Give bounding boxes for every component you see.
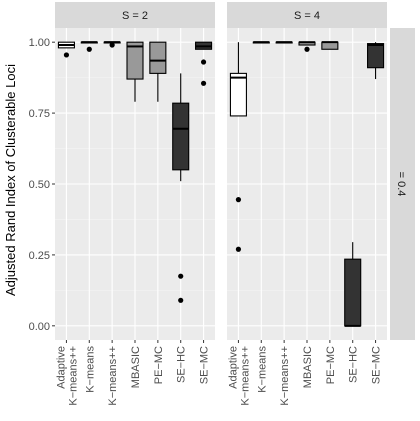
row-strip-background — [390, 28, 415, 340]
x-tick-label: K−means++ — [107, 346, 119, 406]
box-3 — [275, 41, 293, 44]
box-1 — [229, 42, 247, 252]
x-tick-label: SE−HC — [176, 346, 188, 383]
box-7 — [195, 41, 213, 86]
panel-strip-label: S = 2 — [122, 10, 148, 22]
outlier-point — [235, 197, 242, 203]
y-axis: 0.00 0.25 0.50 0.75 1.00 — [29, 37, 55, 333]
y-tick-label: 0.25 — [29, 250, 50, 262]
x-tick-label: SE−MC — [199, 346, 211, 384]
box-5 — [149, 41, 167, 102]
box-6 — [344, 242, 362, 327]
box-body — [172, 102, 190, 171]
x-axis: AdaptiveK−means++ K−means K−means++ MBASIC P… — [55, 340, 383, 406]
box-4 — [298, 41, 316, 52]
x-tick-label: MBASIC — [130, 346, 142, 388]
panel-1: S = 2 — [55, 2, 215, 340]
x-tick-label: PE−MC — [325, 346, 337, 384]
y-tick-label: 0.75 — [29, 108, 50, 120]
box-3 — [103, 41, 121, 48]
box-body — [149, 41, 167, 74]
x-tick-label: SE−HC — [348, 346, 360, 383]
outlier-point — [109, 42, 115, 48]
outlier-point — [200, 80, 207, 86]
outlier-point — [178, 273, 184, 279]
box-body — [321, 41, 339, 50]
x-tick-label: AdaptiveK−means++ — [55, 346, 79, 406]
row-strip: = 0.4 — [390, 28, 415, 340]
box-7 — [367, 42, 385, 80]
outlier-point — [86, 46, 92, 52]
box-1 — [57, 41, 75, 58]
panel-strip — [227, 2, 387, 28]
panel-strip — [55, 2, 215, 28]
box-body — [344, 258, 362, 327]
y-tick-label: 0.50 — [29, 179, 50, 191]
row-strip-label: = 0.4 — [395, 172, 407, 197]
box-2 — [80, 41, 98, 52]
panel-strip-label: S = 4 — [294, 10, 320, 22]
box-body — [367, 43, 385, 69]
x-tick-label: SE−MC — [371, 346, 383, 384]
outlier-point — [178, 297, 184, 303]
x-tick-label: AdaptiveK−means++ — [227, 346, 251, 406]
x-tick-label: K−means — [256, 346, 268, 393]
outlier-point — [235, 246, 242, 252]
outlier-point — [63, 52, 70, 58]
box-body — [126, 41, 144, 80]
x-tick-label: K−means — [84, 346, 96, 393]
box-5 — [321, 41, 339, 50]
box-2 — [252, 41, 270, 44]
x-tick-label: MBASIC — [302, 346, 314, 388]
box-6 — [172, 73, 190, 303]
y-tick-label: 1.00 — [29, 37, 50, 49]
outlier-point — [200, 59, 207, 65]
x-tick-label: K−means++ — [279, 346, 291, 406]
panel-2: S = 4 — [227, 2, 387, 340]
box-body — [229, 72, 247, 117]
y-axis-title: Adjusted Rand Index of Clusterable Loci — [3, 64, 18, 296]
box-4 — [126, 41, 144, 102]
y-tick-label: 0.00 — [29, 321, 50, 333]
x-tick-label: PE−MC — [153, 346, 165, 384]
outlier-point — [304, 46, 310, 52]
plot-panels: S = 2 S = 4 — [55, 2, 387, 340]
